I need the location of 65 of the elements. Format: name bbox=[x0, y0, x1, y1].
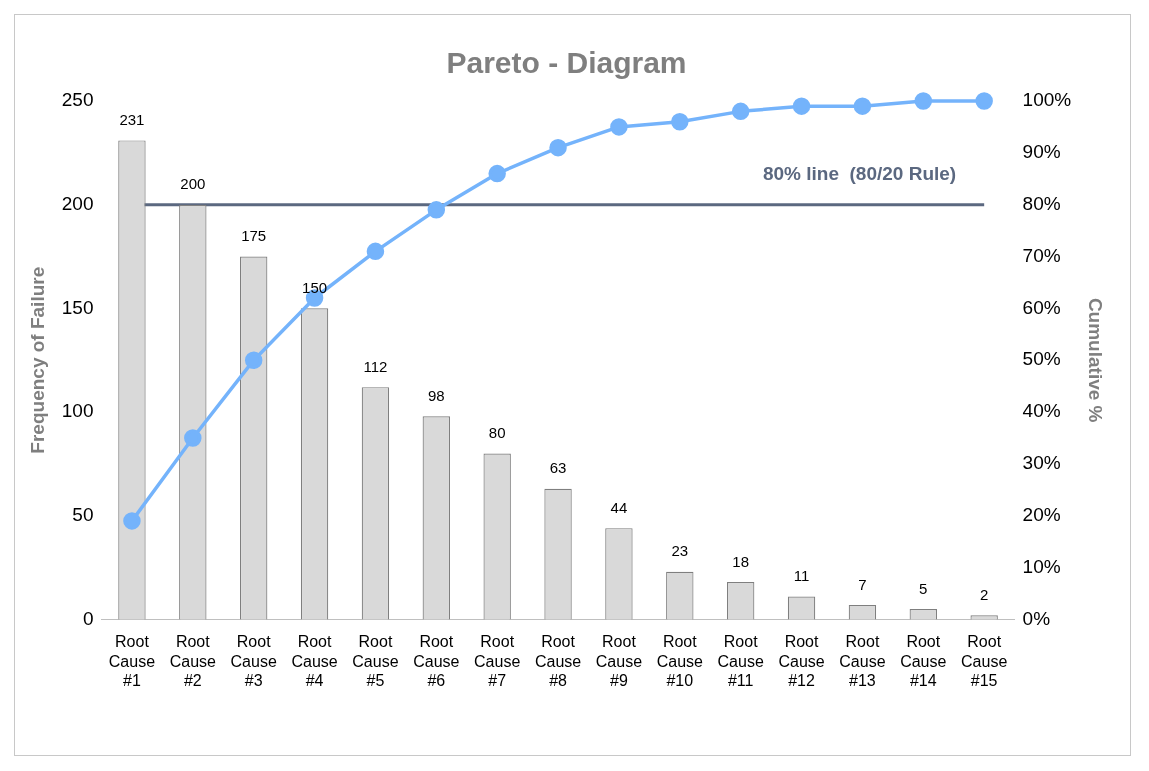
point bbox=[792, 97, 811, 115]
point bbox=[610, 118, 628, 136]
data-label: 112 bbox=[363, 357, 388, 375]
data-label: 63 bbox=[549, 459, 567, 477]
point bbox=[244, 351, 263, 369]
y2-tick-label: 90% bbox=[1022, 141, 1061, 163]
data-label: 2 bbox=[980, 585, 989, 603]
point bbox=[914, 92, 933, 110]
y-axis-title: Frequency of Failure bbox=[26, 266, 48, 454]
data-label: 175 bbox=[241, 227, 267, 245]
y2-tick-label: 80% bbox=[1022, 192, 1061, 214]
y-tick-label: 150 bbox=[61, 296, 94, 318]
point bbox=[671, 112, 689, 131]
point bbox=[975, 92, 993, 110]
x-tick-label: Root Cause #3 bbox=[230, 633, 277, 689]
y-tick-label: 100 bbox=[61, 400, 94, 422]
x-tick-label: Root Cause #6 bbox=[413, 633, 460, 689]
data-label: 18 bbox=[732, 552, 750, 570]
data-label: 11 bbox=[793, 567, 810, 585]
x-tick-label: Root Cause #14 bbox=[900, 633, 947, 689]
y-tick-label: 0 bbox=[82, 607, 94, 629]
point bbox=[184, 429, 202, 447]
y2-tick-label: 70% bbox=[1022, 244, 1061, 266]
y-tick-label: 50 bbox=[72, 503, 94, 525]
data-label: 231 bbox=[119, 111, 145, 129]
point bbox=[488, 164, 506, 183]
x-tick-label: Root Cause #10 bbox=[656, 633, 704, 689]
x-tick-label: Root Cause #13 bbox=[839, 633, 886, 689]
y-tick-label: 200 bbox=[61, 192, 94, 214]
point bbox=[853, 97, 872, 115]
y2-tick-label: 10% bbox=[1022, 555, 1061, 577]
ref-line-label: 80% line (80/20 Rule) bbox=[762, 163, 957, 185]
x-tick-label: Root Cause #4 bbox=[291, 633, 338, 689]
y2-tick-label: 30% bbox=[1022, 452, 1061, 474]
y2-tick-label: 20% bbox=[1022, 503, 1061, 525]
data-label: 80 bbox=[488, 424, 506, 442]
point bbox=[549, 138, 567, 157]
point bbox=[123, 512, 141, 530]
y2-tick-label: 50% bbox=[1022, 348, 1061, 370]
point bbox=[366, 242, 385, 261]
data-label: 5 bbox=[919, 579, 928, 597]
data-label: 44 bbox=[610, 498, 628, 516]
x-tick-label: Root Cause #1 bbox=[108, 633, 156, 689]
y2-axis-title: Cumulative % bbox=[1085, 297, 1107, 423]
y2-tick-label: 40% bbox=[1022, 400, 1061, 422]
y2-tick-label: 100% bbox=[1022, 89, 1072, 111]
y2-tick-label: 0% bbox=[1022, 607, 1051, 629]
data-label: 200 bbox=[180, 175, 206, 193]
y-tick-label: 250 bbox=[61, 89, 94, 111]
point bbox=[427, 201, 446, 219]
x-tick-label: Root Cause #5 bbox=[352, 633, 399, 689]
data-label: 150 bbox=[302, 279, 328, 296]
x-tick-label: Root Cause #7 bbox=[474, 633, 521, 689]
y2-tick-label: 60% bbox=[1022, 296, 1061, 318]
x-tick-label: Root Cause #2 bbox=[169, 633, 217, 689]
x-tick-label: Root Cause #12 bbox=[778, 633, 825, 689]
x-tick-label: Root Cause #9 bbox=[595, 633, 643, 689]
x-tick-label: Root Cause #8 bbox=[534, 633, 582, 689]
data-label: 98 bbox=[427, 386, 445, 404]
point bbox=[731, 102, 750, 121]
x-tick-label: Root Cause #11 bbox=[717, 633, 764, 689]
data-label: 7 bbox=[858, 575, 867, 593]
x-tick-label: Root Cause #15 bbox=[961, 633, 1008, 689]
chart-title: Pareto - Diagram bbox=[446, 46, 687, 80]
data-label: 23 bbox=[671, 542, 689, 560]
